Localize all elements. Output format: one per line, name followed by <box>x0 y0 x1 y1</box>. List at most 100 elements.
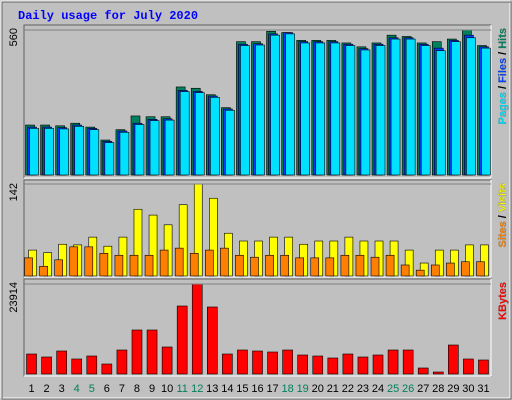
bar <box>41 356 52 375</box>
bar <box>402 349 414 375</box>
bar <box>360 49 371 176</box>
x-tick-label: 19 <box>297 383 309 395</box>
x-tick-label: 13 <box>206 383 218 395</box>
bar <box>131 329 143 375</box>
legend: Sites / Visits <box>497 183 509 248</box>
bar <box>478 359 489 375</box>
bar <box>29 128 39 176</box>
bar <box>415 269 425 277</box>
bar <box>222 353 233 375</box>
x-tick-label: 15 <box>236 383 248 395</box>
x-tick-label: 1 <box>28 383 34 395</box>
x-tick-label: 9 <box>149 383 155 395</box>
bar <box>282 349 293 375</box>
bar <box>285 33 295 176</box>
x-tick-label: 20 <box>312 383 324 395</box>
bar <box>405 38 416 176</box>
y-tick-label: 23914 <box>8 282 20 313</box>
bar <box>39 265 48 277</box>
bar <box>417 367 429 375</box>
bar <box>466 37 476 176</box>
x-tick-label: 14 <box>221 383 233 395</box>
bar <box>144 254 154 277</box>
legend-separator: / <box>497 215 509 218</box>
bar <box>134 124 145 176</box>
bar <box>56 350 67 375</box>
chart-title: Daily usage for July 2020 <box>18 9 198 23</box>
legend-separator: / <box>497 86 509 89</box>
bar <box>435 50 446 176</box>
x-tick-label: 21 <box>327 383 339 395</box>
bar <box>161 346 173 375</box>
bar <box>448 344 459 375</box>
bar <box>430 264 440 277</box>
y-tick-label: 560 <box>8 28 20 46</box>
bar <box>315 42 326 176</box>
bar <box>280 254 289 277</box>
bar <box>189 253 199 277</box>
bar <box>210 97 220 176</box>
bar <box>116 349 128 375</box>
x-tick-label: 4 <box>74 383 80 395</box>
bar <box>99 253 109 277</box>
bar <box>54 259 63 277</box>
bar <box>101 363 113 375</box>
bar <box>129 254 139 277</box>
bar <box>205 249 214 277</box>
bar <box>390 38 401 176</box>
x-tick-label: 11 <box>176 383 187 395</box>
bar <box>461 261 470 277</box>
x-tick-label: 16 <box>251 383 263 395</box>
bar <box>265 254 274 277</box>
x-tick-label: 24 <box>372 383 384 395</box>
x-tick-label: 26 <box>402 383 414 395</box>
x-tick-label: 23 <box>357 383 369 395</box>
bar <box>240 45 250 176</box>
bar <box>176 305 188 375</box>
bar <box>451 41 461 176</box>
bar <box>481 47 491 176</box>
bar <box>194 92 205 176</box>
bar <box>119 131 130 176</box>
x-tick-label: 22 <box>342 383 354 395</box>
bar <box>44 128 54 176</box>
x-tick-label: 6 <box>104 383 110 395</box>
bar <box>476 261 485 277</box>
bar <box>225 109 235 176</box>
bar <box>330 42 341 176</box>
bar <box>270 34 280 176</box>
bar <box>446 262 455 277</box>
legend-entry: Pages <box>497 92 509 124</box>
x-tick-label: 3 <box>59 383 65 395</box>
x-tick-label: 12 <box>191 383 203 395</box>
bar <box>207 306 218 375</box>
bar <box>69 246 79 277</box>
bar <box>372 354 384 375</box>
legend-entry: Sites <box>497 221 509 247</box>
y-tick-label: 142 <box>8 183 20 201</box>
bar <box>255 44 265 176</box>
bar <box>149 120 160 176</box>
x-tick-label: 8 <box>134 383 140 395</box>
x-tick-label: 18 <box>282 383 294 395</box>
bar <box>297 354 308 375</box>
bar <box>84 246 94 277</box>
bar <box>340 254 350 277</box>
x-tick-label: 2 <box>44 383 50 395</box>
bar <box>250 256 259 277</box>
bar <box>191 283 203 375</box>
bar <box>400 264 410 277</box>
bar <box>179 91 190 176</box>
bar <box>342 353 354 375</box>
bar <box>385 254 395 277</box>
bar <box>220 247 229 277</box>
legend-entry: KBytes <box>497 282 509 320</box>
x-tick-label: 25 <box>387 383 399 395</box>
bar <box>159 249 169 277</box>
bar <box>325 257 335 277</box>
bar <box>420 45 431 176</box>
bar <box>357 356 369 375</box>
bar <box>235 254 244 277</box>
bar <box>375 45 386 176</box>
